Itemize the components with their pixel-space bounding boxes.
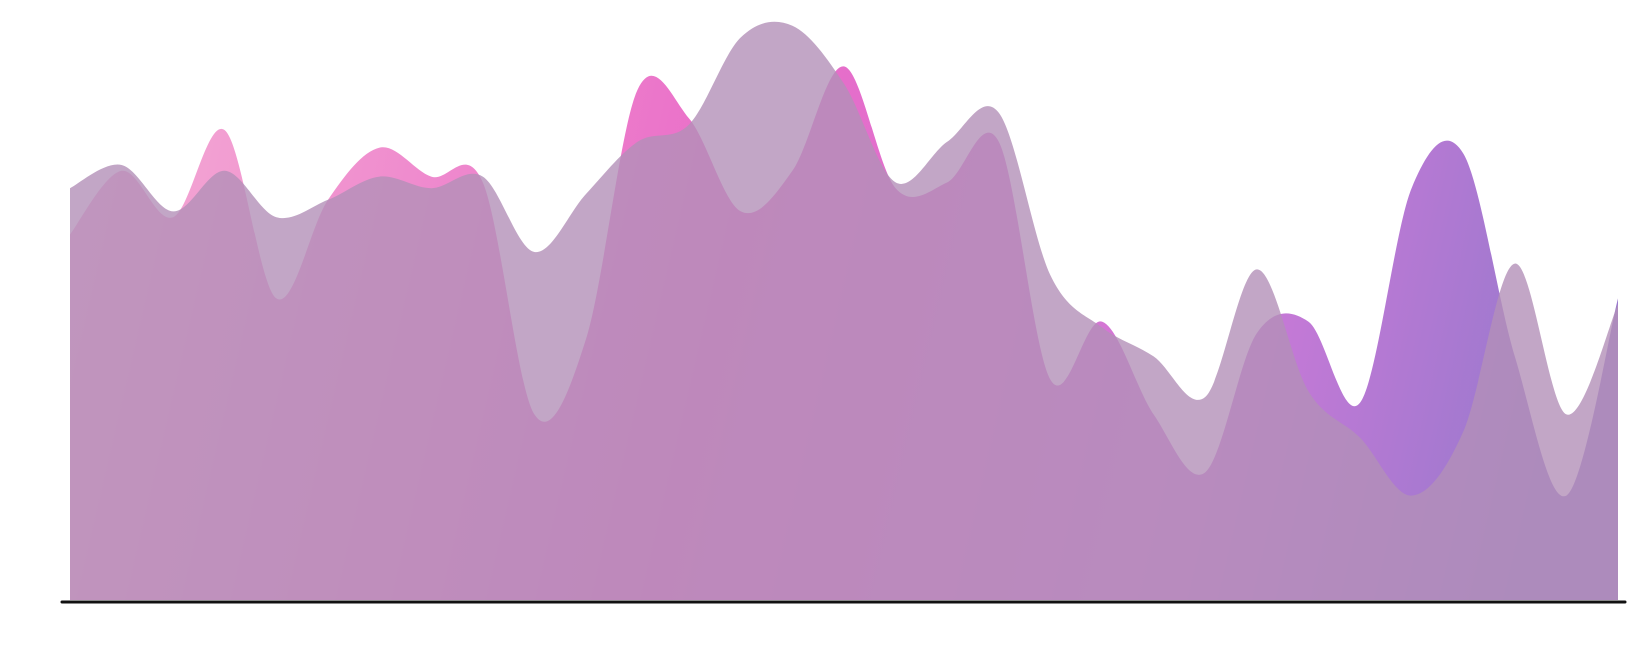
series-layer xyxy=(70,21,1618,601)
area-series-2 xyxy=(70,21,1618,600)
